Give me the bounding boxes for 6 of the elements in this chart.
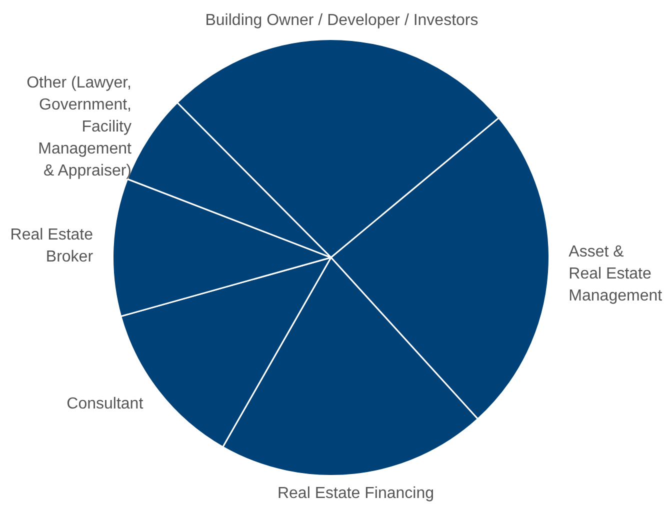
slice-label: Asset & Real Estate Management (568, 243, 663, 304)
slice-label: Real Estate Broker (10, 226, 94, 266)
slice-label: Real Estate Financing (277, 484, 434, 502)
slice-label: Consultant (66, 395, 144, 412)
slice-label: Other (Lawyer, Government, Facility Management & Appraiser) (26, 74, 132, 180)
slice-label: Building Owner / Developer / Investors (205, 12, 478, 29)
